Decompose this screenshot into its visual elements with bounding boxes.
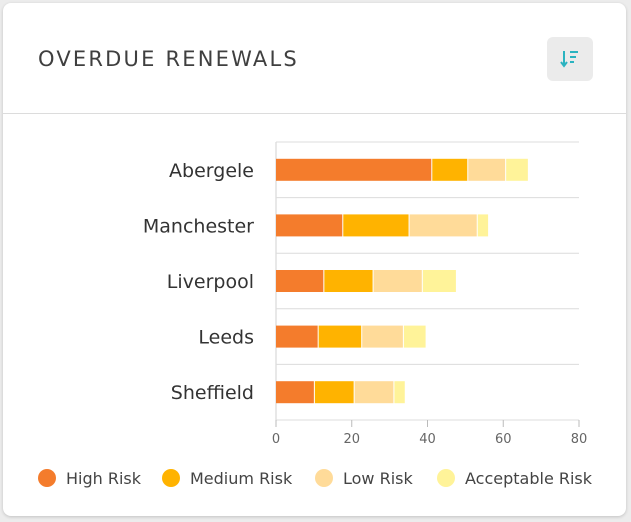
category-label: Liverpool — [167, 271, 254, 293]
bar-leeds-low-risk[interactable] — [362, 325, 403, 348]
stacked-bar-chart: Abergele Manchester Liverpool Leeds Sheffiel… — [38, 141, 593, 488]
legend-label: Acceptable Risk — [465, 469, 593, 488]
bar-abergele-acceptable-risk[interactable] — [506, 158, 528, 181]
legend-item-acceptable-risk[interactable]: Acceptable Risk — [437, 469, 593, 488]
bar-liverpool-high-risk[interactable] — [276, 270, 324, 292]
legend-swatch — [162, 469, 180, 487]
legend-label: Low Risk — [343, 469, 413, 488]
legend-item-low-risk[interactable]: Low Risk — [315, 469, 413, 488]
x-tick-label: 60 — [495, 432, 512, 447]
bar-manchester-medium-risk[interactable] — [343, 214, 409, 237]
bar-abergele-low-risk[interactable] — [468, 158, 506, 181]
bar-liverpool-acceptable-risk[interactable] — [422, 270, 456, 292]
bar-leeds-medium-risk[interactable] — [318, 325, 362, 348]
card-title: OVERDUE RENEWALS — [38, 47, 299, 71]
legend-swatch — [38, 469, 56, 487]
x-tick-label: 80 — [571, 432, 588, 447]
category-label: Abergele — [169, 160, 254, 182]
legend-swatch — [315, 469, 333, 487]
bar-manchester-high-risk[interactable] — [276, 214, 343, 237]
bar-manchester-acceptable-risk[interactable] — [477, 214, 489, 237]
legend-item-medium-risk[interactable]: Medium Risk — [162, 469, 293, 488]
chart-legend[interactable]: High Risk Medium Risk Low Risk Acceptable R… — [38, 469, 593, 488]
bar-sheffield-high-risk[interactable] — [276, 381, 314, 404]
legend-swatch — [437, 469, 455, 487]
category-label: Sheffield — [171, 382, 254, 404]
bar-leeds-high-risk[interactable] — [276, 325, 318, 348]
chart-x-axis: 0 20 40 60 80 — [272, 420, 587, 447]
bar-sheffield-medium-risk[interactable] — [314, 381, 354, 404]
category-label: Manchester — [143, 215, 254, 237]
legend-item-high-risk[interactable]: High Risk — [38, 469, 142, 488]
chart-category-labels: Abergele Manchester Liverpool Leeds Sheffiel… — [143, 160, 254, 404]
category-label: Leeds — [198, 327, 254, 349]
x-tick-label: 0 — [272, 432, 280, 447]
bar-abergele-high-risk[interactable] — [276, 158, 432, 181]
x-tick-label: 20 — [343, 432, 360, 447]
bar-sheffield-acceptable-risk[interactable] — [394, 381, 405, 404]
bar-manchester-low-risk[interactable] — [409, 214, 477, 237]
bar-abergele-medium-risk[interactable] — [432, 158, 468, 181]
legend-label: Medium Risk — [190, 469, 293, 488]
sort-button[interactable] — [547, 37, 593, 81]
bar-leeds-acceptable-risk[interactable] — [403, 325, 426, 348]
x-tick-label: 40 — [419, 432, 436, 447]
overdue-renewals-card: OVERDUE RENEWALS Abergele Manchester Liver… — [3, 3, 626, 516]
bar-sheffield-low-risk[interactable] — [354, 381, 394, 404]
chart-bars — [276, 158, 528, 404]
bar-liverpool-low-risk[interactable] — [373, 270, 422, 292]
sort-descending-icon — [560, 51, 578, 68]
bar-liverpool-medium-risk[interactable] — [324, 270, 373, 292]
card-header: OVERDUE RENEWALS — [3, 3, 626, 114]
chart-grid — [275, 141, 579, 421]
legend-label: High Risk — [66, 469, 142, 488]
